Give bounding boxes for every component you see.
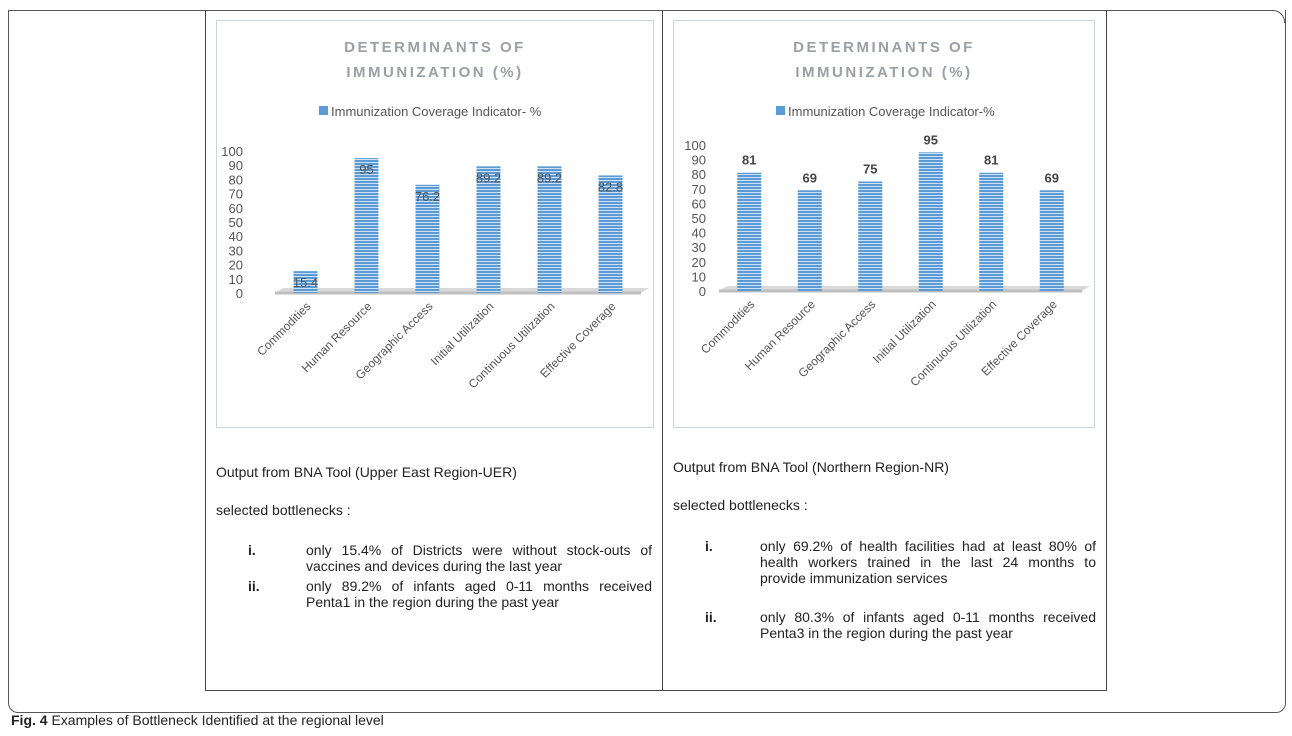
nr-item-2-text: only 80.3% of infants aged 0-11 months r… bbox=[760, 609, 1096, 641]
data-label: 89.2 bbox=[537, 170, 562, 185]
y-tick-label: 100 bbox=[221, 144, 243, 159]
y-tick-label: 50 bbox=[692, 211, 706, 226]
chart-panel-nr: DETERMINANTS OF IMMUNIZATION (%) Immunizat… bbox=[673, 20, 1095, 428]
uer-selected-label: selected bottlenecks : bbox=[216, 502, 351, 518]
bar bbox=[476, 166, 501, 293]
uer-item-2-text: only 89.2% of infants aged 0-11 months r… bbox=[306, 578, 652, 610]
uer-item-1-text: only 15.4% of Districts were without sto… bbox=[306, 542, 652, 574]
uer-item-1-num: i. bbox=[248, 542, 256, 558]
nr-item-1-text: only 69.2% of health facilities had at l… bbox=[760, 538, 1096, 586]
y-tick-label: 20 bbox=[692, 255, 706, 270]
y-tick-label: 40 bbox=[229, 229, 243, 244]
legend-swatch bbox=[776, 106, 785, 115]
y-tick-label: 90 bbox=[229, 158, 243, 173]
y-tick-label: 10 bbox=[692, 269, 706, 284]
data-label: 82.8 bbox=[598, 179, 623, 194]
x-category-label: Initial Utilization bbox=[428, 299, 497, 368]
bar bbox=[737, 172, 762, 291]
nr-item-1-num: i. bbox=[705, 538, 713, 554]
figure-caption: Fig. 4 Examples of Bottleneck Identified… bbox=[11, 712, 384, 728]
legend-swatch bbox=[319, 106, 328, 115]
figure-frame bbox=[8, 10, 1286, 713]
caption-text: Examples of Bottleneck Identified at the… bbox=[51, 712, 384, 728]
x-category-label: Initial Utilization bbox=[870, 297, 939, 366]
y-tick-label: 70 bbox=[692, 182, 706, 197]
bar bbox=[979, 172, 1004, 291]
nr-output-label: Output from BNA Tool (Northern Region-NR… bbox=[673, 459, 949, 475]
y-tick-label: 60 bbox=[692, 196, 706, 211]
y-tick-label: 30 bbox=[229, 243, 243, 258]
y-tick-label: 0 bbox=[236, 286, 243, 301]
chart-uer: DETERMINANTS OF IMMUNIZATION (%) Immunizat… bbox=[221, 39, 649, 391]
chart-title-line-2: IMMUNIZATION (%) bbox=[795, 64, 972, 81]
y-tick-label: 20 bbox=[229, 258, 243, 273]
nr-selected-label: selected bottlenecks : bbox=[673, 497, 808, 513]
data-label: 75 bbox=[863, 162, 877, 177]
data-label: 81 bbox=[984, 153, 998, 168]
bar bbox=[415, 184, 440, 293]
bar bbox=[797, 190, 822, 291]
y-tick-label: 90 bbox=[692, 153, 706, 168]
chart-title-line-1: DETERMINANTS OF bbox=[344, 39, 526, 56]
data-label: 89.2 bbox=[476, 170, 501, 185]
data-label: 69 bbox=[803, 170, 817, 185]
y-tick-label: 40 bbox=[692, 226, 706, 241]
y-tick-label: 60 bbox=[229, 201, 243, 216]
y-tick-label: 80 bbox=[692, 167, 706, 182]
data-label: 81 bbox=[742, 153, 756, 168]
chart-panel-uer: DETERMINANTS OF IMMUNIZATION (%) Immunizat… bbox=[216, 20, 654, 428]
figure-table bbox=[205, 10, 1107, 691]
y-tick-label: 0 bbox=[699, 284, 706, 299]
data-label: 95 bbox=[359, 162, 373, 177]
chart-title-line-1: DETERMINANTS OF bbox=[793, 39, 975, 56]
data-label: 95 bbox=[924, 132, 938, 147]
y-tick-label: 10 bbox=[229, 272, 243, 287]
y-tick-label: 100 bbox=[684, 138, 706, 153]
bar bbox=[918, 152, 943, 291]
table-divider bbox=[662, 10, 663, 691]
bar bbox=[293, 271, 318, 293]
caption-label: Fig. 4 bbox=[11, 712, 48, 728]
uer-item-2-num: ii. bbox=[248, 578, 260, 594]
x-category-label: Commodities bbox=[698, 297, 757, 356]
legend-label: Immunization Coverage Indicator- % bbox=[331, 104, 542, 119]
y-tick-label: 70 bbox=[229, 187, 243, 202]
bar bbox=[858, 181, 883, 291]
bar bbox=[1039, 190, 1064, 291]
uer-output-label: Output from BNA Tool (Upper East Region-… bbox=[216, 464, 517, 480]
y-tick-label: 30 bbox=[692, 240, 706, 255]
legend-label: Immunization Coverage Indicator-% bbox=[788, 104, 995, 119]
bar bbox=[537, 166, 562, 293]
chart-nr: DETERMINANTS OF IMMUNIZATION (%) Immunizat… bbox=[684, 39, 1090, 389]
chart-title-line-2: IMMUNIZATION (%) bbox=[346, 64, 523, 81]
nr-item-2-num: ii. bbox=[705, 609, 717, 625]
bar bbox=[354, 158, 379, 293]
data-label: 15.4 bbox=[293, 275, 318, 290]
y-tick-label: 80 bbox=[229, 172, 243, 187]
data-label: 69 bbox=[1045, 170, 1059, 185]
data-label: 76.2 bbox=[415, 189, 440, 204]
x-category-label: Commodities bbox=[254, 299, 313, 358]
y-tick-label: 50 bbox=[229, 215, 243, 230]
bar bbox=[598, 175, 623, 293]
